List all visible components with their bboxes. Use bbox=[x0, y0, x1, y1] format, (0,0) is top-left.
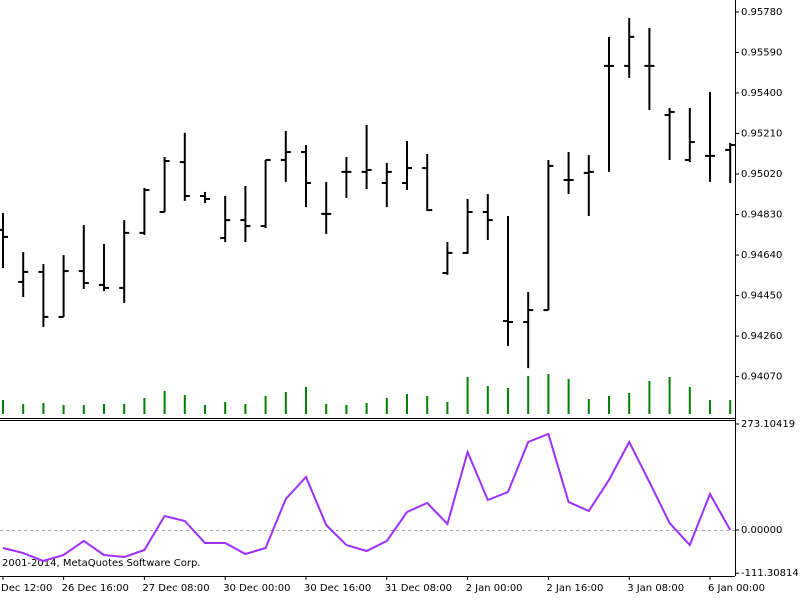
volume-bar bbox=[204, 405, 206, 414]
volume-bar bbox=[163, 391, 166, 414]
volume-bar bbox=[22, 404, 25, 414]
y-tick-label: 0.95020 bbox=[741, 169, 782, 180]
volume-bar bbox=[688, 387, 691, 414]
y-tick-label: -111.30814 bbox=[741, 568, 799, 579]
volume-bar bbox=[648, 381, 651, 414]
y-tick-label: 0.95590 bbox=[741, 47, 782, 58]
y-tick-label: 0.94830 bbox=[741, 210, 782, 221]
y-tick-label: 0.94260 bbox=[741, 331, 782, 342]
volume-bar bbox=[406, 394, 408, 414]
volume-bar bbox=[82, 405, 85, 414]
volume-bar bbox=[264, 396, 267, 414]
x-tick-label: 26 Dec 16:00 bbox=[62, 583, 129, 594]
volume-bar bbox=[2, 400, 4, 414]
x-tick-label: Dec 12:00 bbox=[1, 583, 52, 594]
x-tick-label: 27 Dec 08:00 bbox=[142, 583, 209, 594]
volume-bar bbox=[284, 392, 287, 414]
x-tick-label: 30 Dec 16:00 bbox=[304, 583, 371, 594]
volume-bar bbox=[123, 404, 126, 414]
volume-bar bbox=[244, 404, 247, 414]
x-tick-label: 2 Jan 16:00 bbox=[546, 583, 603, 594]
volume-bar bbox=[729, 400, 732, 414]
y-tick-label: 0.94450 bbox=[741, 291, 782, 302]
volume-bar bbox=[587, 399, 590, 414]
x-tick-label: 30 Dec 00:00 bbox=[223, 583, 290, 594]
volume-bar bbox=[628, 393, 631, 414]
y-tick-label: 0.00000 bbox=[741, 525, 782, 536]
volume-bar bbox=[365, 403, 368, 414]
volume-bar bbox=[143, 398, 146, 414]
volume-bar bbox=[486, 386, 489, 414]
volume-bar bbox=[426, 396, 429, 414]
x-tick-label: 3 Jan 08:00 bbox=[627, 583, 684, 594]
volume-bar bbox=[385, 398, 388, 414]
volume-bar bbox=[42, 403, 45, 414]
volume-bar bbox=[446, 402, 449, 414]
y-tick-label: 0.95210 bbox=[741, 129, 782, 140]
y-tick-label: 0.95400 bbox=[741, 88, 782, 99]
volume-bar bbox=[325, 404, 328, 414]
y-tick-label: 0.94070 bbox=[741, 372, 782, 383]
x-tick-label: 6 Jan 00:00 bbox=[708, 583, 765, 594]
volume-bar bbox=[224, 402, 227, 414]
volume-bar bbox=[567, 379, 570, 414]
y-tick-label: 0.94640 bbox=[741, 250, 782, 261]
volume-bar bbox=[183, 395, 186, 414]
y-tick-label: 0.95780 bbox=[741, 7, 782, 18]
volume-bar bbox=[547, 374, 550, 414]
volume-bar bbox=[608, 396, 610, 414]
x-tick-label: 2 Jan 00:00 bbox=[466, 583, 523, 594]
volume-bar bbox=[527, 376, 530, 414]
x-tick-label: 31 Dec 08:00 bbox=[385, 583, 452, 594]
volume-bar bbox=[507, 388, 509, 414]
volume-bar bbox=[305, 387, 307, 414]
copyright: 2001-2014, MetaQuotes Software Corp. bbox=[2, 558, 200, 569]
volume-bar bbox=[668, 377, 671, 414]
volume-bar bbox=[466, 377, 469, 414]
volume-bar bbox=[709, 400, 711, 414]
volume-bar bbox=[345, 405, 348, 414]
volume-bar bbox=[62, 405, 65, 414]
indicator-line bbox=[2, 432, 732, 563]
y-tick-label: 273.10419 bbox=[741, 419, 795, 430]
volume-bar bbox=[103, 404, 105, 414]
